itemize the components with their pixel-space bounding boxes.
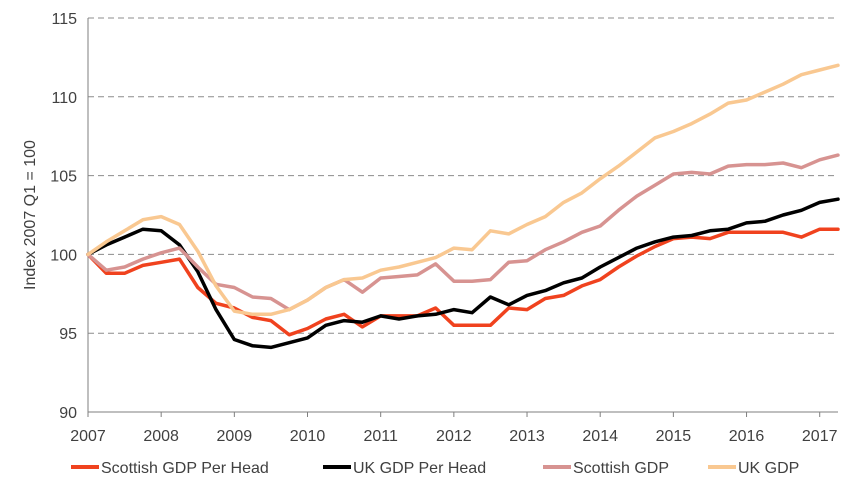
x-tick-label: 2014: [582, 428, 618, 445]
x-tick-label: 2009: [217, 428, 253, 445]
x-tick-label: 2013: [509, 428, 545, 445]
series-lines: [86, 63, 840, 350]
x-tick-label: 2015: [656, 428, 692, 445]
legend-label: UK GDP: [738, 460, 799, 477]
y-tick-labels: 90 95 100 105 110 115: [50, 11, 77, 422]
legend-label: UK GDP Per Head: [353, 460, 486, 477]
x-tick-label: 2010: [290, 428, 326, 445]
series-line: [86, 197, 840, 350]
x-tick-label: 2012: [436, 428, 472, 445]
series-line: [86, 63, 840, 317]
y-tick-label: 110: [51, 90, 77, 107]
x-tick-labels: 2007 2008 2009 2010 2011 2012 2013 2014 2015 2016…: [70, 428, 837, 445]
y-tick-label: 95: [59, 326, 77, 343]
legend: Scottish GDP Per Head UK GDP Per Head Scot…: [71, 460, 799, 477]
y-tick-label: 105: [50, 169, 77, 186]
x-tick-label: 2017: [802, 428, 838, 445]
x-tick-label: 2016: [729, 428, 765, 445]
x-tick-label: 2008: [143, 428, 179, 445]
x-tick-label: 2011: [363, 428, 398, 445]
y-axis-title: Index 2007 Q1 = 100: [22, 140, 39, 290]
y-tick-label: 90: [59, 405, 77, 422]
legend-label: Scottish GDP Per Head: [101, 460, 269, 477]
gridlines: [88, 17, 838, 334]
legend-label: Scottish GDP: [573, 460, 669, 477]
y-tick-label: 115: [51, 11, 77, 28]
x-tick-label: 2007: [70, 428, 106, 445]
y-tick-label: 100: [50, 247, 77, 264]
axes: [87, 18, 838, 417]
